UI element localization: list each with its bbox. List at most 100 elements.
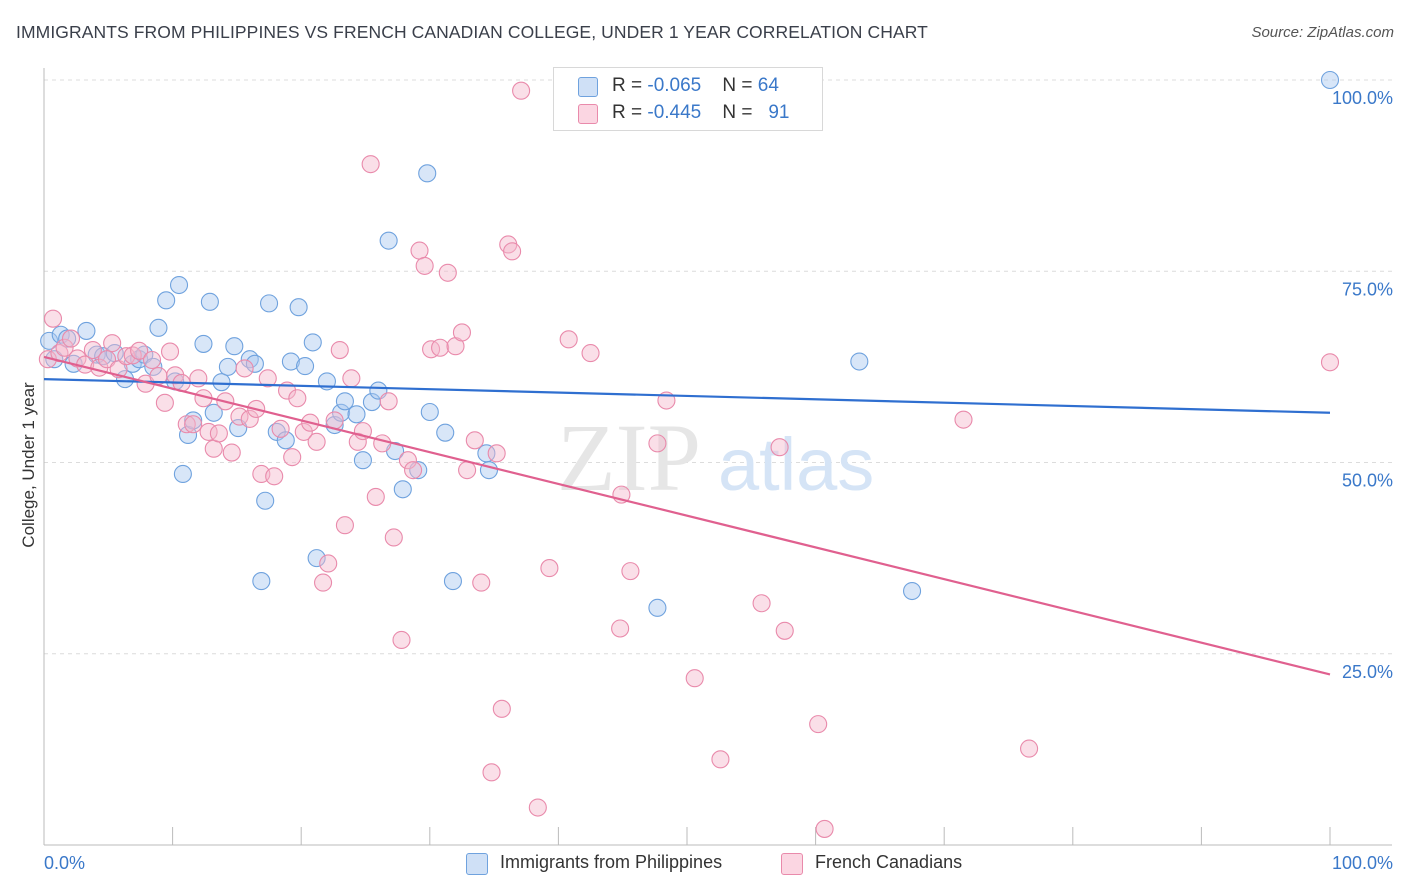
french-canadians-point-69 (465, 431, 484, 450)
philippines-point-31 (256, 491, 275, 510)
french-canadians-point-93 (954, 410, 973, 429)
x-tick-label-min: 0.0% (44, 853, 85, 873)
philippines-point-24 (212, 373, 231, 392)
french-canadians-point-1 (43, 309, 63, 328)
philippines-point-53 (420, 402, 439, 422)
philippines-point-43 (335, 392, 354, 411)
philippines-point-21 (194, 334, 213, 353)
french-canadians-point-77 (528, 798, 547, 817)
legend-swatch-pink (578, 104, 598, 124)
philippines-point-42 (332, 403, 351, 422)
philippines-point-39 (307, 549, 326, 568)
french-canadians-point-55 (373, 434, 392, 453)
philippines-point-5 (77, 321, 96, 340)
french-canadians-point-18 (155, 393, 174, 412)
french-canadians-point-67 (452, 323, 472, 342)
n-value: 64 (757, 75, 779, 96)
source-label: Source: ZipAtlas.com (1251, 24, 1394, 41)
french-canadians-point-62 (415, 256, 434, 275)
french-canadians-point-87 (711, 750, 730, 769)
philippines-point-34 (276, 431, 295, 450)
french-canadians-point-59 (398, 451, 417, 470)
french-canadians-point-23 (184, 415, 203, 434)
chart-title: IMMIGRANTS FROM PHILIPPINES VS FRENCH CA… (16, 22, 928, 42)
french-canadians-point-86 (685, 669, 704, 688)
french-canadians-point-13 (123, 346, 142, 365)
philippines-point-30 (252, 572, 271, 591)
french-canadians-point-57 (384, 528, 403, 547)
french-canadians-point-49 (335, 516, 354, 535)
french-canadians-point-60 (404, 461, 423, 480)
french-canadians-point-37 (265, 467, 284, 486)
french-canadians-point-54 (366, 487, 385, 506)
r-value: -0.065 (647, 75, 702, 96)
french-canadians-point-65 (438, 263, 457, 282)
french-canadians-point-84 (648, 434, 667, 453)
french-canadians-point-16 (142, 350, 162, 370)
stats-legend: R = -0.065 N = 64 R = -0.445 N = 91 (553, 67, 823, 131)
philippines-point-37 (296, 357, 315, 376)
n-value: 91 (768, 102, 790, 123)
french-canadians-point-89 (770, 438, 789, 457)
french-canadians-point-63 (422, 340, 441, 359)
french-canadians-point-28 (209, 424, 228, 443)
axes (43, 68, 1392, 846)
french-canadians-point-91 (809, 715, 828, 734)
french-canadians-point-81 (611, 619, 630, 638)
philippines-point-18 (173, 464, 192, 484)
french-canadians-point-70 (472, 573, 491, 592)
french-canadians-point-4 (61, 329, 81, 348)
french-canadians-point-32 (235, 359, 254, 378)
philippines-point-15 (157, 291, 176, 310)
french-canadians-point-72 (487, 444, 506, 463)
french-canadians-point-36 (258, 369, 277, 388)
trend-lines (43, 355, 1331, 676)
french-canadians-point-79 (559, 330, 578, 349)
french-canadians-point-75 (503, 242, 522, 261)
r-label: R = (612, 75, 648, 96)
french-canadians-point-71 (482, 763, 501, 782)
french-canadians-point-88 (752, 594, 771, 613)
french-canadians-point-14 (130, 341, 149, 360)
french-canadians-point-94 (1020, 739, 1039, 758)
french-canadians-point-80 (581, 344, 600, 363)
french-canadians-point-53 (361, 155, 380, 174)
bottom-legend-label: Immigrants from Philippines (500, 852, 723, 872)
r-value: -0.445 (647, 102, 702, 123)
grid-lines (44, 79, 1392, 655)
bottom-legend-label: French Canadians (815, 852, 963, 872)
philippines-point-13 (144, 357, 163, 376)
philippines-point-58 (648, 598, 667, 617)
r-label: R = (612, 102, 648, 123)
philippines-point-48 (379, 231, 398, 250)
french-canadians-point-95 (1320, 353, 1340, 372)
french-canadians-point-19 (160, 342, 180, 361)
philippines-point-44 (347, 405, 366, 424)
n-label: N = (722, 102, 758, 123)
french-canadians-point-42 (294, 422, 313, 441)
french-canadians-point-83 (621, 562, 640, 581)
philippines-point-35 (281, 352, 300, 371)
y-tick-label: 100.0% (1332, 88, 1393, 108)
french-canadians-point-48 (330, 340, 349, 360)
french-canadians-point-68 (458, 461, 477, 480)
y-tick-label: 75.0% (1342, 279, 1393, 299)
french-canadians-point-33 (240, 409, 259, 428)
philippines-point-61 (1320, 70, 1340, 90)
philippines-point-23 (204, 403, 223, 422)
french-canadians-point-92 (815, 819, 834, 838)
french-canadians-point-76 (512, 81, 531, 100)
french-canadians-point-10 (103, 334, 122, 353)
philippines-point-14 (149, 318, 168, 337)
philippines-point-0 (40, 331, 59, 350)
french-canadians-point-9 (97, 350, 117, 369)
french-canadians-point-58 (392, 630, 411, 650)
french-canadians-point-40 (283, 448, 302, 467)
french-canadians-point-7 (83, 340, 102, 360)
philippines-point-36 (289, 298, 308, 317)
legend-swatch-blue (466, 853, 488, 875)
french-canadians-point-46 (319, 554, 338, 573)
y-tick-label: 25.0% (1342, 662, 1393, 682)
philippines-point-38 (303, 333, 322, 352)
